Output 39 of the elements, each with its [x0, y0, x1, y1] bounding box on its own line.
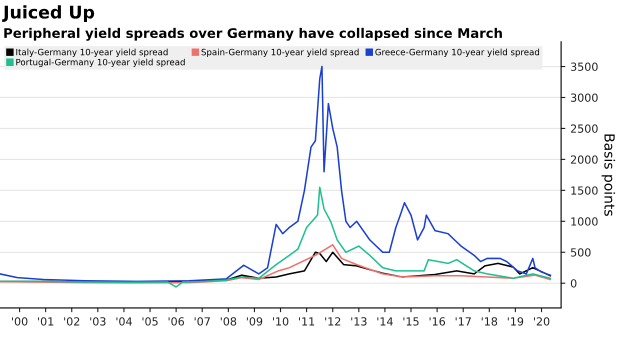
y2-tick-label: 500 — [570, 248, 591, 257]
x-tick-label: '15 — [403, 317, 419, 326]
x-tick-label: '11 — [299, 317, 314, 326]
line-series — [0, 186, 552, 288]
legend-label: Portugal-Germany 10-year yield spread — [16, 58, 185, 68]
chart-title: Juiced Up — [2, 5, 94, 22]
x-tick-label: '05 — [142, 317, 158, 326]
x-tick-label: '09 — [246, 317, 262, 326]
y2-tick-label: 2500 — [570, 124, 598, 133]
y2-tick-label: 2000 — [570, 155, 598, 164]
x-tick-label: '00 — [12, 317, 28, 326]
legend-label: Italy-Germany 10-year yield spread — [16, 48, 168, 57]
y2-tick-label: 3000 — [570, 93, 598, 102]
x-tick-label: '04 — [116, 317, 132, 326]
line-series — [0, 66, 552, 282]
x-tick-label: '19 — [508, 317, 524, 326]
x-tick-label: '07 — [194, 317, 210, 326]
x-tick-label: '03 — [90, 317, 106, 326]
y2-tick-label: 1000 — [571, 217, 598, 226]
x-tick-label: '02 — [64, 317, 80, 326]
x-tick-label: '06 — [168, 317, 184, 326]
y2-tick-label: 0 — [570, 279, 576, 288]
x-tick-label: '14 — [377, 317, 393, 326]
y2-axis-title: Basis points — [602, 134, 616, 216]
y2-tick-label: 1500 — [571, 186, 598, 195]
x-tick-label: '17 — [456, 317, 471, 326]
x-tick-label: '08 — [220, 317, 236, 326]
x-tick-label: '01 — [38, 317, 54, 326]
x-tick-label: '16 — [430, 317, 446, 326]
x-tick-label: '13 — [351, 317, 367, 326]
chart-subtitle: Peripheral yield spreads over Germany have collapsed since March — [4, 28, 502, 41]
legend-label: Spain-Germany 10-year yield spread — [202, 48, 359, 57]
x-tick-label: '10 — [272, 317, 288, 326]
x-tick-label: '18 — [482, 317, 498, 326]
x-tick-label: '20 — [534, 317, 550, 326]
x-tick-label: '12 — [325, 317, 340, 326]
y2-tick-label: 3500 — [570, 62, 598, 71]
legend-label: Greece-Germany 10-year yield spread — [375, 48, 540, 57]
line-series — [0, 244, 552, 284]
